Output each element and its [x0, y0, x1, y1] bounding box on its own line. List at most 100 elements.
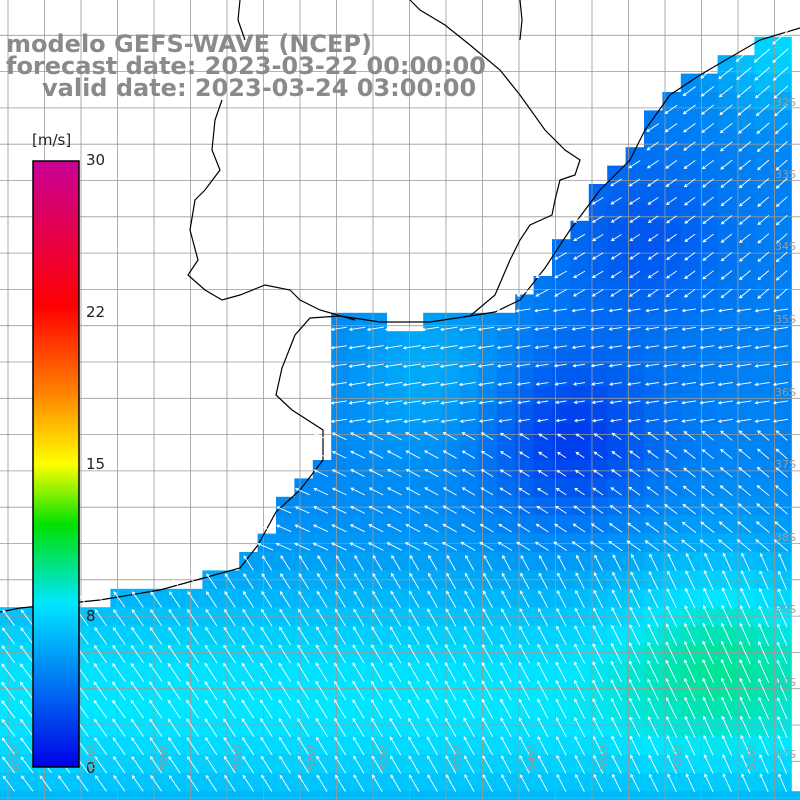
- wind-arrow: [534, 345, 549, 350]
- wind-arrow: [648, 754, 659, 774]
- wind-arrow: [518, 469, 530, 477]
- wind-cell: [644, 460, 663, 479]
- wind-arrow: [313, 506, 329, 514]
- wind-arrow: [501, 590, 512, 608]
- wind-arrow: [758, 715, 769, 738]
- wind-arrow: [609, 418, 622, 423]
- wind-arrow: [149, 644, 163, 664]
- wind-cell: [423, 754, 443, 774]
- wind-cell: [312, 754, 332, 774]
- wind-arrow: [552, 308, 568, 313]
- wind-cell: [460, 717, 479, 737]
- wind-arrow: [94, 627, 108, 645]
- wind-arrow: [647, 178, 659, 187]
- wind-arrow: [58, 775, 71, 792]
- wind-arrow: [538, 572, 548, 590]
- wind-cell: [717, 110, 737, 130]
- wind-arrow: [665, 449, 678, 459]
- wind-arrow: [663, 345, 678, 350]
- wind-arrow: [592, 735, 604, 756]
- wind-arrow: [664, 486, 678, 496]
- wind-arrow: [186, 699, 200, 719]
- wind-cell: [552, 460, 571, 479]
- wind-arrow: [682, 503, 696, 515]
- wind-arrow: [502, 554, 511, 571]
- wind-cell: [423, 515, 443, 535]
- wind-cell: [607, 220, 627, 240]
- wind-arrow: [384, 400, 403, 405]
- wind-cell: [312, 460, 332, 479]
- wind-arrow: [405, 431, 421, 441]
- wind-arrow: [721, 696, 733, 720]
- wind-cell: [515, 496, 535, 516]
- wind-arrow: [420, 363, 440, 369]
- wind-arrow: [372, 572, 383, 590]
- wind-cell: [331, 791, 351, 800]
- wind-arrow: [666, 587, 678, 609]
- wind-cell: [496, 644, 516, 663]
- wind-cell: [533, 478, 553, 498]
- wind-arrow: [348, 326, 366, 332]
- wind-arrow: [112, 737, 126, 756]
- wind-arrow: [684, 587, 696, 609]
- wind-arrow: [389, 644, 402, 664]
- wind-arrow: [699, 326, 715, 331]
- wind-arrow: [445, 755, 457, 774]
- wind-arrow: [242, 626, 255, 645]
- wind-arrow: [368, 505, 384, 514]
- wind-arrow: [592, 625, 604, 646]
- wind-arrow: [775, 485, 788, 497]
- wind-arrow: [538, 773, 549, 792]
- wind-cell: [368, 662, 387, 682]
- wind-cell: [772, 73, 792, 93]
- wind-arrow: [390, 755, 402, 774]
- wind-arrow: [350, 505, 366, 514]
- wind-cell: [736, 423, 755, 443]
- wind-arrow: [480, 487, 494, 496]
- wind-arrow: [684, 196, 696, 206]
- wind-arrow: [775, 430, 788, 441]
- wind-cell: [662, 165, 682, 185]
- wind-arrow: [223, 680, 236, 701]
- wind-cell: [386, 423, 406, 443]
- wind-cell: [128, 791, 148, 800]
- wind-arrow: [699, 400, 715, 405]
- wind-arrow: [667, 570, 677, 590]
- wind-arrow: [666, 233, 677, 242]
- wind-arrow: [626, 345, 641, 350]
- wind-arrow: [275, 542, 292, 551]
- wind-arrow: [648, 588, 659, 609]
- wind-arrow: [684, 270, 696, 279]
- wind-arrow: [754, 85, 770, 99]
- wind-arrow: [754, 326, 770, 331]
- wind-arrow: [534, 541, 549, 551]
- wind-cell: [662, 791, 682, 800]
- wind-arrow: [775, 178, 788, 189]
- wind-arrow: [608, 308, 623, 313]
- wind-arrow: [628, 178, 641, 187]
- wind-cell: [423, 662, 443, 682]
- wind-arrow: [720, 677, 733, 702]
- wind-cell: [184, 772, 203, 792]
- wind-arrow: [353, 755, 365, 774]
- wind-arrow: [94, 756, 108, 774]
- wind-arrow: [737, 503, 752, 515]
- wind-arrow: [463, 662, 475, 683]
- wind-arrow: [260, 755, 273, 774]
- wind-arrow: [644, 382, 660, 386]
- wind-arrow: [704, 552, 714, 572]
- colorbar-tick-8: 8: [86, 607, 96, 625]
- wind-arrow: [628, 468, 641, 478]
- wind-arrow: [390, 626, 402, 645]
- wind-arrow: [463, 717, 475, 738]
- wind-cell: [423, 441, 443, 461]
- wind-cell: [73, 791, 93, 800]
- wind-cell: [460, 625, 479, 645]
- wind-cell: [423, 717, 443, 737]
- wind-cell: [736, 791, 755, 800]
- wind-arrow: [571, 345, 586, 350]
- wind-cell: [423, 552, 443, 571]
- wind-arrow: [242, 774, 254, 792]
- wind-arrow: [717, 382, 733, 387]
- wind-arrow: [647, 605, 659, 627]
